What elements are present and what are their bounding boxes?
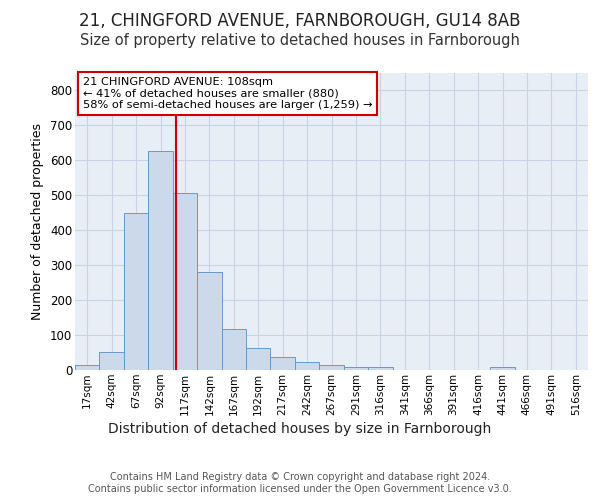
Bar [295,362,319,370]
Bar [344,366,368,370]
Bar [246,348,271,370]
Bar [75,366,100,370]
Bar [173,193,197,370]
Bar [197,272,221,370]
Text: Distribution of detached houses by size in Farnborough: Distribution of detached houses by size … [109,422,491,436]
Y-axis label: Number of detached properties: Number of detached properties [31,122,44,320]
Text: Contains HM Land Registry data © Crown copyright and database right 2024.
Contai: Contains HM Land Registry data © Crown c… [88,472,512,494]
Bar [368,366,392,370]
Text: 21, CHINGFORD AVENUE, FARNBOROUGH, GU14 8AB: 21, CHINGFORD AVENUE, FARNBOROUGH, GU14 … [79,12,521,30]
Bar [221,329,246,370]
Bar [148,151,173,370]
Bar [490,367,515,370]
Bar [271,357,295,370]
Text: Size of property relative to detached houses in Farnborough: Size of property relative to detached ho… [80,32,520,48]
Bar [100,352,124,370]
Bar [319,366,344,370]
Bar [124,213,148,370]
Text: 21 CHINGFORD AVENUE: 108sqm
← 41% of detached houses are smaller (880)
58% of se: 21 CHINGFORD AVENUE: 108sqm ← 41% of det… [83,77,372,110]
